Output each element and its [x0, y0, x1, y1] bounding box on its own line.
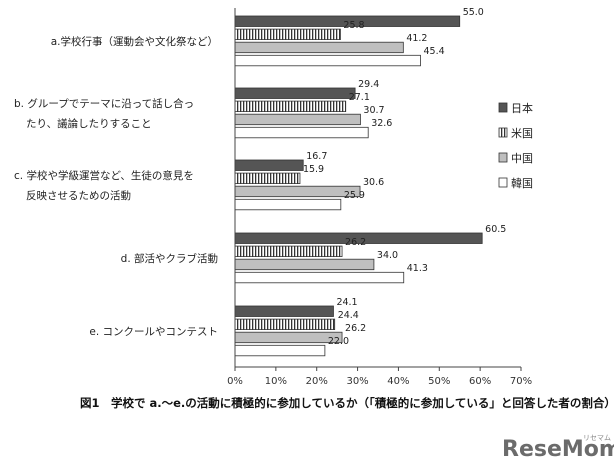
resemom-watermark: ReseMom リセマム — [502, 434, 614, 462]
bar-china-b — [234, 113, 361, 126]
category-label-a: a.学校行事（運動会や文化祭など） — [51, 35, 218, 48]
watermark-small-text: リセマム — [583, 434, 611, 442]
bar-korea-e — [234, 344, 326, 357]
bar-china-a — [234, 41, 404, 54]
bar-usa-e — [234, 318, 336, 331]
legend-label-china: 中国 — [511, 152, 533, 165]
category-label-b-line1: b. グループでテーマに沿って話し合っ — [14, 97, 194, 110]
bar-korea-d — [234, 271, 405, 284]
legend-label-japan: 日本 — [511, 101, 533, 115]
data-label-japan-e: 24.1 — [336, 297, 357, 308]
data-label-japan-c: 16.7 — [306, 151, 327, 162]
legend-swatch-korea — [498, 177, 508, 188]
bar-china-c — [234, 185, 361, 198]
data-label-usa-d: 26.2 — [345, 237, 366, 248]
category-label-c-line2: 反映させるための活動 — [26, 189, 131, 202]
data-label-korea-c: 25.9 — [344, 190, 365, 201]
legend-swatch-china — [498, 152, 508, 163]
x-tick-label-2: 20% — [306, 376, 328, 387]
bar-korea-b — [234, 126, 369, 139]
bar-usa-c — [234, 172, 301, 185]
data-label-korea-e: 22.0 — [328, 336, 349, 347]
data-label-japan-a: 55.0 — [463, 7, 484, 18]
data-label-korea-a: 45.4 — [423, 46, 444, 57]
data-label-china-e: 26.2 — [345, 323, 366, 334]
category-label-e: e. コンクールやコンテスト — [89, 326, 218, 338]
data-label-japan-b: 29.4 — [358, 79, 379, 90]
category-labels: a.学校行事（運動会や文化祭など） b. グループでテーマに沿って話し合ったり、議… — [14, 35, 218, 338]
category-label-b-line2: たり、議論したりすること — [26, 117, 152, 130]
data-label-china-a: 41.2 — [406, 33, 427, 44]
data-label-usa-b: 27.1 — [349, 92, 370, 103]
data-label-korea-b: 32.6 — [371, 118, 392, 129]
bar-china-d — [234, 258, 375, 271]
bar-japan-c — [234, 159, 304, 171]
x-tick-label-6: 60% — [469, 376, 491, 387]
x-tick-label-5: 50% — [428, 376, 450, 387]
x-axis: 0% 10% 20% 30% 40% 50% 60% 70% — [227, 8, 532, 387]
data-label-usa-a: 25.8 — [343, 20, 364, 31]
figure-caption: 図1 学校で a.～e.の活動に積極的に参加しているか（「積極的に参加している」… — [80, 396, 614, 410]
x-tick-label-1: 10% — [265, 376, 287, 387]
data-label-usa-e: 24.4 — [338, 310, 359, 321]
bar-korea-c — [234, 198, 342, 211]
bar-korea-a — [234, 54, 421, 67]
x-tick-label-7: 70% — [510, 376, 532, 387]
bar-japan-e — [234, 305, 334, 317]
bar-usa-a — [234, 28, 341, 41]
category-label-c-line1: c. 学校や学級運営など、生徒の意見を — [14, 169, 194, 182]
data-label-china-b: 30.7 — [363, 105, 384, 116]
bar-usa-b — [234, 100, 347, 112]
legend-label-usa: 米国 — [511, 127, 533, 140]
legend-swatch-japan — [498, 102, 508, 113]
watermark-text: ReseMom — [502, 437, 614, 462]
category-label-d: d. 部活やクラブ活動 — [121, 252, 218, 265]
data-label-china-c: 30.6 — [363, 177, 384, 188]
x-tick-label-4: 40% — [387, 376, 409, 387]
data-label-japan-d: 60.5 — [485, 224, 506, 235]
legend-swatch-usa — [498, 127, 508, 138]
data-label-usa-c: 15.9 — [303, 164, 324, 175]
bar-china-e — [234, 331, 343, 344]
bar-usa-d — [234, 245, 343, 258]
bar-japan-b — [234, 87, 356, 99]
x-tick-label-3: 30% — [346, 376, 368, 387]
data-label-china-d: 34.0 — [377, 250, 398, 261]
data-label-korea-d: 41.3 — [407, 263, 428, 274]
x-tick-label-0: 0% — [227, 376, 243, 387]
bars-layer: 55.0 29.4 16.7 60.5 24.1 25.8 27.1 15.9 26.2 24.4… — [234, 7, 506, 357]
legend-label-korea: 韓国 — [511, 177, 533, 190]
